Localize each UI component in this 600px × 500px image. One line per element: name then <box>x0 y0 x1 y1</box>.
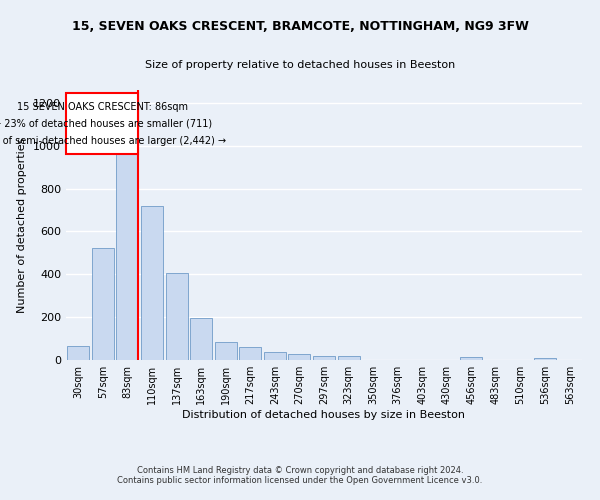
Bar <box>215 342 237 360</box>
Bar <box>264 352 286 360</box>
Bar <box>460 357 482 360</box>
Text: 15, SEVEN OAKS CRESCENT, BRAMCOTE, NOTTINGHAM, NG9 3FW: 15, SEVEN OAKS CRESCENT, BRAMCOTE, NOTTI… <box>71 20 529 33</box>
Text: Contains HM Land Registry data © Crown copyright and database right 2024.
Contai: Contains HM Land Registry data © Crown c… <box>118 466 482 485</box>
Bar <box>338 356 359 360</box>
Text: 15 SEVEN OAKS CRESCENT: 86sqm: 15 SEVEN OAKS CRESCENT: 86sqm <box>17 102 188 112</box>
Bar <box>166 273 188 360</box>
Bar <box>289 354 310 360</box>
FancyBboxPatch shape <box>66 93 139 154</box>
Bar <box>190 318 212 360</box>
Bar <box>116 146 139 360</box>
Bar <box>92 248 114 360</box>
Bar <box>239 347 262 360</box>
Bar <box>534 358 556 360</box>
Text: ← 23% of detached houses are smaller (711): ← 23% of detached houses are smaller (71… <box>0 118 212 128</box>
Bar <box>67 346 89 360</box>
Bar <box>313 356 335 360</box>
Bar <box>141 206 163 360</box>
Text: Size of property relative to detached houses in Beeston: Size of property relative to detached ho… <box>145 60 455 70</box>
Text: 77% of semi-detached houses are larger (2,442) →: 77% of semi-detached houses are larger (… <box>0 136 226 146</box>
X-axis label: Distribution of detached houses by size in Beeston: Distribution of detached houses by size … <box>182 410 466 420</box>
Y-axis label: Number of detached properties: Number of detached properties <box>17 138 28 312</box>
